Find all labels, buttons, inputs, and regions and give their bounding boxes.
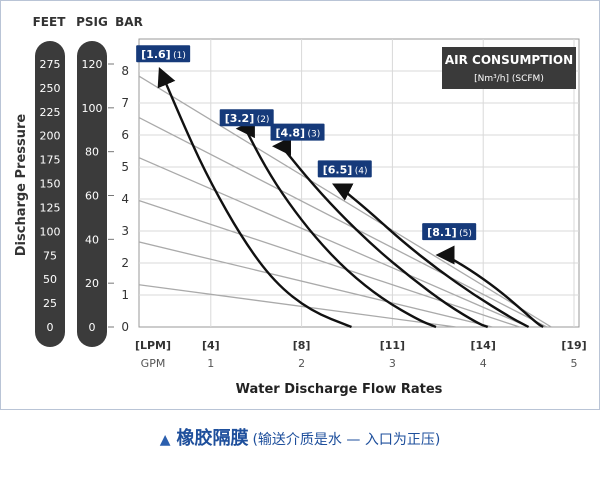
air-consumption-box: AIR CONSUMPTION [Nm³/h] (SCFM)	[442, 47, 576, 89]
bar-axis-ticks: 0 1 2 3 4 5 6 7 8	[121, 64, 129, 334]
series-label-main: [4.8]	[276, 127, 306, 140]
caption-title: 橡胶隔膜	[176, 428, 249, 449]
feet-tick-label: 50	[43, 273, 57, 286]
series-label-sub: (3)	[308, 130, 321, 140]
feet-tick-label: 250	[40, 82, 61, 95]
lpm-tick-label: [8]	[293, 339, 311, 352]
series-curve	[240, 120, 437, 329]
gpm-tick-label: 4	[480, 357, 487, 370]
psig-scale-ticks: 120 100 80 60 40 20 0	[82, 58, 114, 334]
air-consumption-lines	[139, 75, 552, 327]
chart-svg: FEET PSIG BAR Discharge Pressure 2752502…	[14, 15, 587, 397]
series-label-badge: [6.5] (4)	[317, 160, 372, 178]
bar-tick-label: 4	[121, 192, 129, 206]
feet-tick-label: 0	[47, 321, 54, 334]
series-label-badge: [8.1] (5)	[422, 223, 477, 241]
feet-tick-label: 125	[40, 201, 61, 214]
bar-tick-label: 5	[121, 160, 129, 174]
feet-tick-label: 150	[40, 178, 61, 191]
feet-tick-label: 100	[40, 225, 61, 238]
lpm-tick-label: [19]	[561, 339, 586, 352]
psig-scale-pill	[77, 41, 107, 347]
psig-tick-label: 80	[85, 146, 99, 159]
bar-tick-label: 0	[121, 320, 129, 334]
gpm-tick-label: 3	[389, 357, 396, 370]
y-axis-title: Discharge Pressure	[14, 114, 29, 257]
feet-tick-label: 275	[40, 58, 61, 71]
triangle-icon: ▲	[159, 432, 171, 448]
air-consumption-line	[139, 156, 529, 327]
series-label-main: [3.2]	[225, 112, 255, 125]
series-label-bg	[270, 123, 325, 141]
psig-tick-label: 100	[82, 102, 103, 115]
gpm-tick-label: 2	[298, 357, 305, 370]
feet-tick-label: 25	[43, 297, 57, 310]
gpm-tick-label: 5	[571, 357, 578, 370]
bar-header: BAR	[115, 15, 143, 29]
air-consumption-line	[139, 116, 548, 327]
bar-tick-label: 2	[121, 256, 129, 270]
performance-curves	[157, 66, 544, 329]
series-label-badge: [3.2] (2)	[219, 109, 274, 127]
caption-subtitle: (输送介质是水 — 入口为正压)	[252, 432, 441, 448]
series-label-badge: [1.6] (1)	[136, 45, 191, 63]
lpm-tick-label: [14]	[471, 339, 496, 352]
chart-frame: FEET PSIG BAR Discharge Pressure 275 250 2…	[0, 0, 600, 410]
lpm-tick-label: [4]	[202, 339, 220, 352]
series-label-sub: (2)	[257, 115, 270, 125]
feet-header: FEET	[33, 15, 67, 29]
feet-scale-pill	[35, 41, 65, 347]
x-axis-title: Water Discharge Flow Rates	[236, 382, 443, 397]
lpm-unit-label: [LPM]	[135, 339, 171, 352]
bar-tick-label: 1	[121, 288, 129, 302]
psig-tick-label: 60	[85, 190, 99, 203]
bar-tick-label: 8	[121, 64, 129, 78]
air-consumption-line	[139, 199, 520, 327]
series-label-bg	[317, 160, 372, 178]
series-label-bg	[422, 223, 477, 241]
psig-tick-label: 20	[85, 277, 99, 290]
feet-tick-label: 175	[40, 154, 61, 167]
psig-header: PSIG	[76, 15, 108, 29]
air-consumption-unit: [Nm³/h] (SCFM)	[474, 74, 544, 84]
air-consumption-line	[139, 284, 457, 327]
air-consumption-line	[139, 241, 493, 327]
caption: ▲ 橡胶隔膜 (输送介质是水 — 入口为正压)	[0, 424, 600, 450]
series-label-sub: (5)	[459, 229, 472, 239]
lpm-tick-label: [11]	[380, 339, 405, 352]
series-label-bg	[136, 45, 191, 63]
air-consumption-title: AIR CONSUMPTION	[445, 53, 573, 67]
series-curve	[333, 181, 530, 329]
series-label-main: [6.5]	[323, 163, 353, 176]
series-curve	[275, 138, 489, 329]
series-label-sub: (4)	[355, 166, 368, 176]
psig-tick-label: 120	[82, 58, 103, 71]
feet-tick-label: 200	[40, 130, 61, 143]
series-label-main: [1.6]	[141, 48, 171, 61]
series-label-bg	[219, 109, 274, 127]
gpm-unit-label: GPM	[141, 357, 166, 370]
bar-tick-label: 3	[121, 224, 129, 238]
feet-tick-label: 225	[40, 106, 61, 119]
series-labels: [1.6] (1)[3.2] (2)[4.8] (3)[6.5] (4)[8.1] (5)	[136, 45, 477, 241]
bar-tick-label: 6	[121, 128, 129, 142]
bar-tick-label: 7	[121, 96, 129, 110]
series-curve	[157, 66, 352, 329]
feet-tick-label: 75	[43, 249, 57, 262]
psig-tick-label: 40	[85, 233, 99, 246]
series-curve	[436, 250, 544, 329]
series-label-main: [8.1]	[427, 226, 457, 239]
series-label-sub: (1)	[173, 51, 186, 61]
series-label-badge: [4.8] (3)	[270, 123, 325, 141]
gpm-tick-label: 1	[207, 357, 214, 370]
psig-tick-label: 0	[89, 321, 96, 334]
x-axis-ticks: [4] 1 [8] 2 [11] 3 [14] 4 [19] 5	[202, 339, 587, 370]
